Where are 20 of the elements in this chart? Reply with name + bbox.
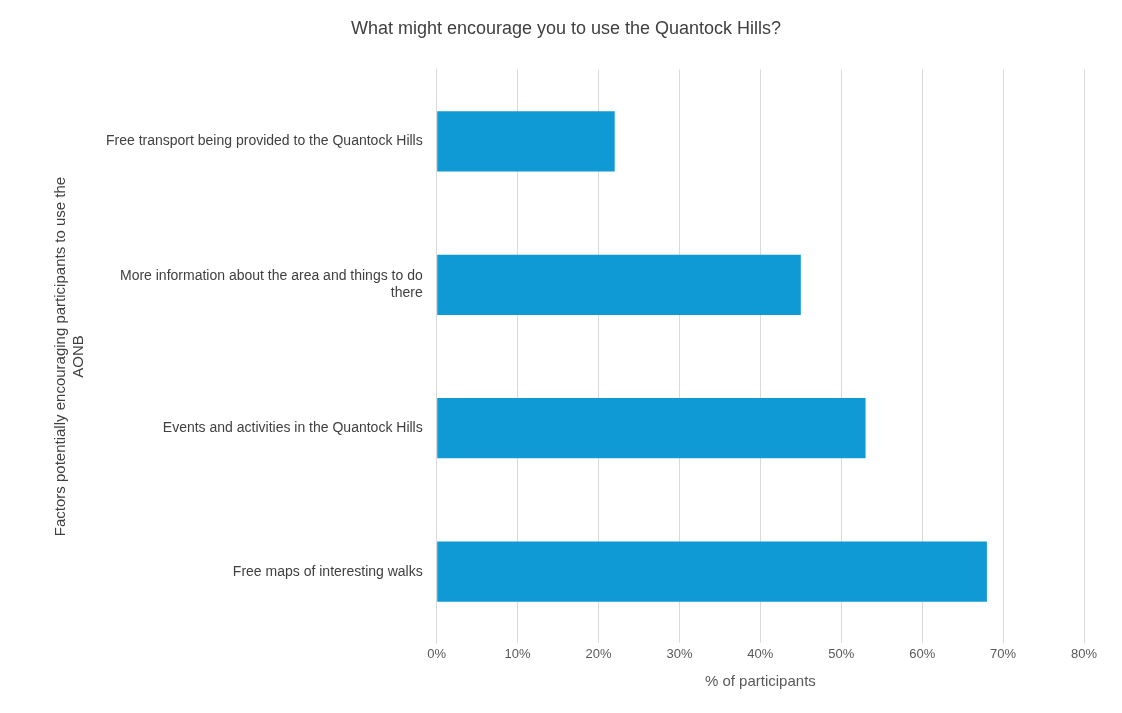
bar (437, 398, 866, 459)
y-tick-label: Free transport being provided to the Quantock Hills (105, 132, 423, 149)
x-tick-label: 80% (1070, 645, 1098, 661)
bar (437, 111, 615, 172)
x-tick-label: 70% (990, 645, 1017, 661)
x-axis-title: % of participants (704, 672, 816, 690)
x-tick-label: 50% (828, 645, 855, 661)
bar (437, 254, 801, 315)
x-tick-label: 40% (747, 645, 774, 661)
chart-title: What might encourage you to use the Quantock Hills? (350, 17, 782, 38)
x-tick-label: 20% (585, 645, 612, 661)
x-tick-label: 0% (427, 645, 447, 661)
x-tick-label: 30% (666, 645, 693, 661)
y-tick-label: Events and activities in the Quantock Hills (162, 419, 423, 436)
x-tick-label: 60% (909, 645, 936, 661)
bar (437, 541, 987, 602)
x-tick-label: 10% (504, 645, 532, 661)
y-tick-label: Free maps of interesting walks (232, 562, 423, 579)
y-tick-label: More information about the area and things to do there (119, 267, 423, 301)
y-axis-title: Factors potentially encouraging participants to use the AONB (51, 176, 87, 537)
